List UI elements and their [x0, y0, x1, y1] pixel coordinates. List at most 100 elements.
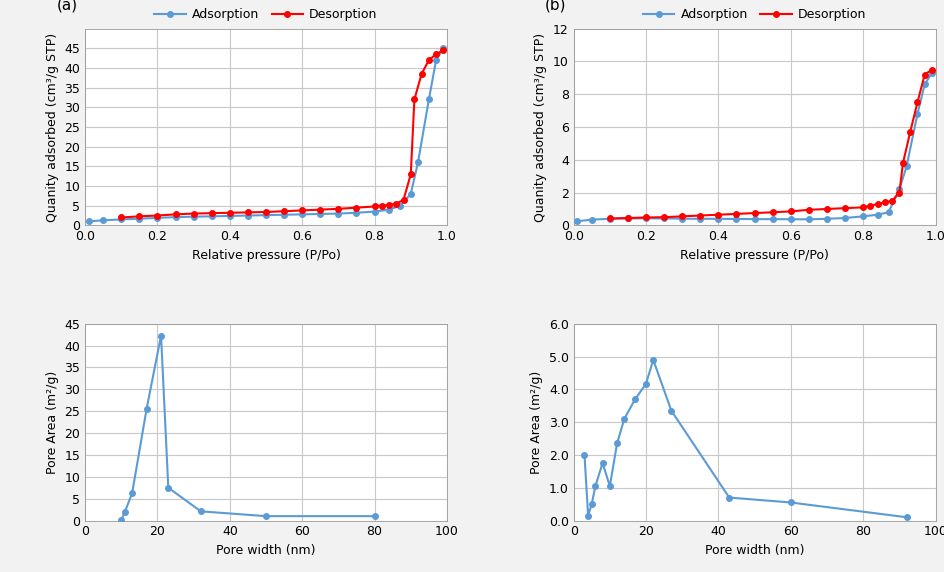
Adsorption: [571, 218, 582, 225]
Adsorption: [260, 212, 271, 219]
Desorption: [437, 47, 448, 54]
Adsorption: [802, 216, 814, 223]
Desorption: [903, 129, 915, 136]
Desorption: [820, 205, 832, 212]
Desorption: [415, 70, 427, 77]
Desorption: [911, 99, 922, 106]
X-axis label: Pore width (nm): Pore width (nm): [704, 544, 803, 557]
Desorption: [224, 209, 235, 216]
Desorption: [878, 199, 889, 206]
Adsorption: [784, 216, 796, 223]
X-axis label: Relative pressure (P/Po): Relative pressure (P/Po): [680, 249, 828, 262]
Adsorption: [925, 69, 936, 76]
Adsorption: [188, 213, 199, 220]
Adsorption: [152, 214, 163, 221]
Text: (a): (a): [57, 0, 77, 12]
Desorption: [314, 206, 326, 213]
Desorption: [621, 214, 632, 221]
Desorption: [676, 213, 687, 220]
Adsorption: [911, 110, 922, 117]
Desorption: [170, 211, 181, 218]
Adsorption: [350, 209, 362, 216]
Adsorption: [394, 202, 405, 209]
Y-axis label: Pore Area (m²/g): Pore Area (m²/g): [530, 371, 543, 474]
X-axis label: Relative pressure (P/Po): Relative pressure (P/Po): [192, 249, 340, 262]
Adsorption: [368, 208, 379, 215]
Desorption: [133, 213, 144, 220]
Adsorption: [585, 216, 597, 223]
Desorption: [390, 200, 401, 207]
Adsorption: [83, 218, 94, 225]
Text: (b): (b): [545, 0, 565, 12]
Adsorption: [694, 216, 705, 223]
Adsorption: [603, 216, 615, 223]
Desorption: [885, 197, 897, 204]
Desorption: [376, 202, 387, 209]
Adsorption: [405, 190, 416, 197]
Adsorption: [412, 159, 423, 166]
Line: Desorption: Desorption: [118, 47, 446, 220]
Adsorption: [133, 215, 144, 222]
Adsorption: [430, 57, 441, 63]
Adsorption: [900, 163, 911, 170]
Desorption: [925, 66, 936, 73]
Desorption: [838, 205, 850, 212]
Desorption: [730, 210, 741, 217]
Adsorption: [97, 217, 109, 224]
Desorption: [332, 205, 344, 212]
Desorption: [919, 71, 930, 78]
Y-axis label: Pore Area (m²/g): Pore Area (m²/g): [45, 371, 59, 474]
Line: Adsorption: Adsorption: [86, 46, 446, 224]
Adsorption: [115, 216, 126, 223]
Adsorption: [712, 216, 723, 223]
Desorption: [188, 210, 199, 217]
Desorption: [856, 204, 868, 210]
Desorption: [712, 211, 723, 218]
Adsorption: [658, 215, 669, 222]
Adsorption: [640, 215, 651, 222]
Adsorption: [767, 216, 778, 223]
Desorption: [350, 204, 362, 211]
Adsorption: [423, 96, 434, 103]
Desorption: [206, 210, 217, 217]
Desorption: [871, 201, 883, 208]
X-axis label: Pore width (nm): Pore width (nm): [216, 544, 315, 557]
Desorption: [397, 196, 409, 203]
Desorption: [749, 209, 760, 216]
Adsorption: [206, 213, 217, 220]
Adsorption: [820, 216, 832, 223]
Adsorption: [621, 215, 632, 222]
Desorption: [893, 189, 904, 196]
Desorption: [242, 209, 253, 216]
Adsorption: [730, 216, 741, 223]
Adsorption: [919, 81, 930, 88]
Adsorption: [893, 186, 904, 193]
Desorption: [802, 206, 814, 213]
Desorption: [423, 57, 434, 63]
Adsorption: [296, 211, 308, 218]
Desorption: [405, 171, 416, 178]
Desorption: [864, 202, 875, 209]
Adsorption: [278, 211, 290, 218]
Desorption: [115, 214, 126, 221]
Desorption: [278, 208, 290, 214]
Line: Desorption: Desorption: [606, 67, 934, 221]
Desorption: [897, 160, 908, 166]
Adsorption: [882, 209, 893, 216]
Adsorption: [242, 212, 253, 219]
Legend: Adsorption, Desorption: Adsorption, Desorption: [637, 3, 870, 26]
Desorption: [640, 214, 651, 221]
Y-axis label: Quanity adsorbed (cm³/g STP): Quanity adsorbed (cm³/g STP): [533, 33, 547, 221]
Adsorption: [383, 206, 395, 213]
Adsorption: [224, 212, 235, 219]
Adsorption: [838, 214, 850, 221]
Adsorption: [749, 216, 760, 223]
Desorption: [603, 215, 615, 222]
Adsorption: [332, 210, 344, 217]
Desorption: [296, 207, 308, 214]
Adsorption: [676, 215, 687, 222]
Adsorption: [856, 213, 868, 220]
Desorption: [383, 201, 395, 208]
Desorption: [767, 209, 778, 216]
Desorption: [430, 51, 441, 58]
